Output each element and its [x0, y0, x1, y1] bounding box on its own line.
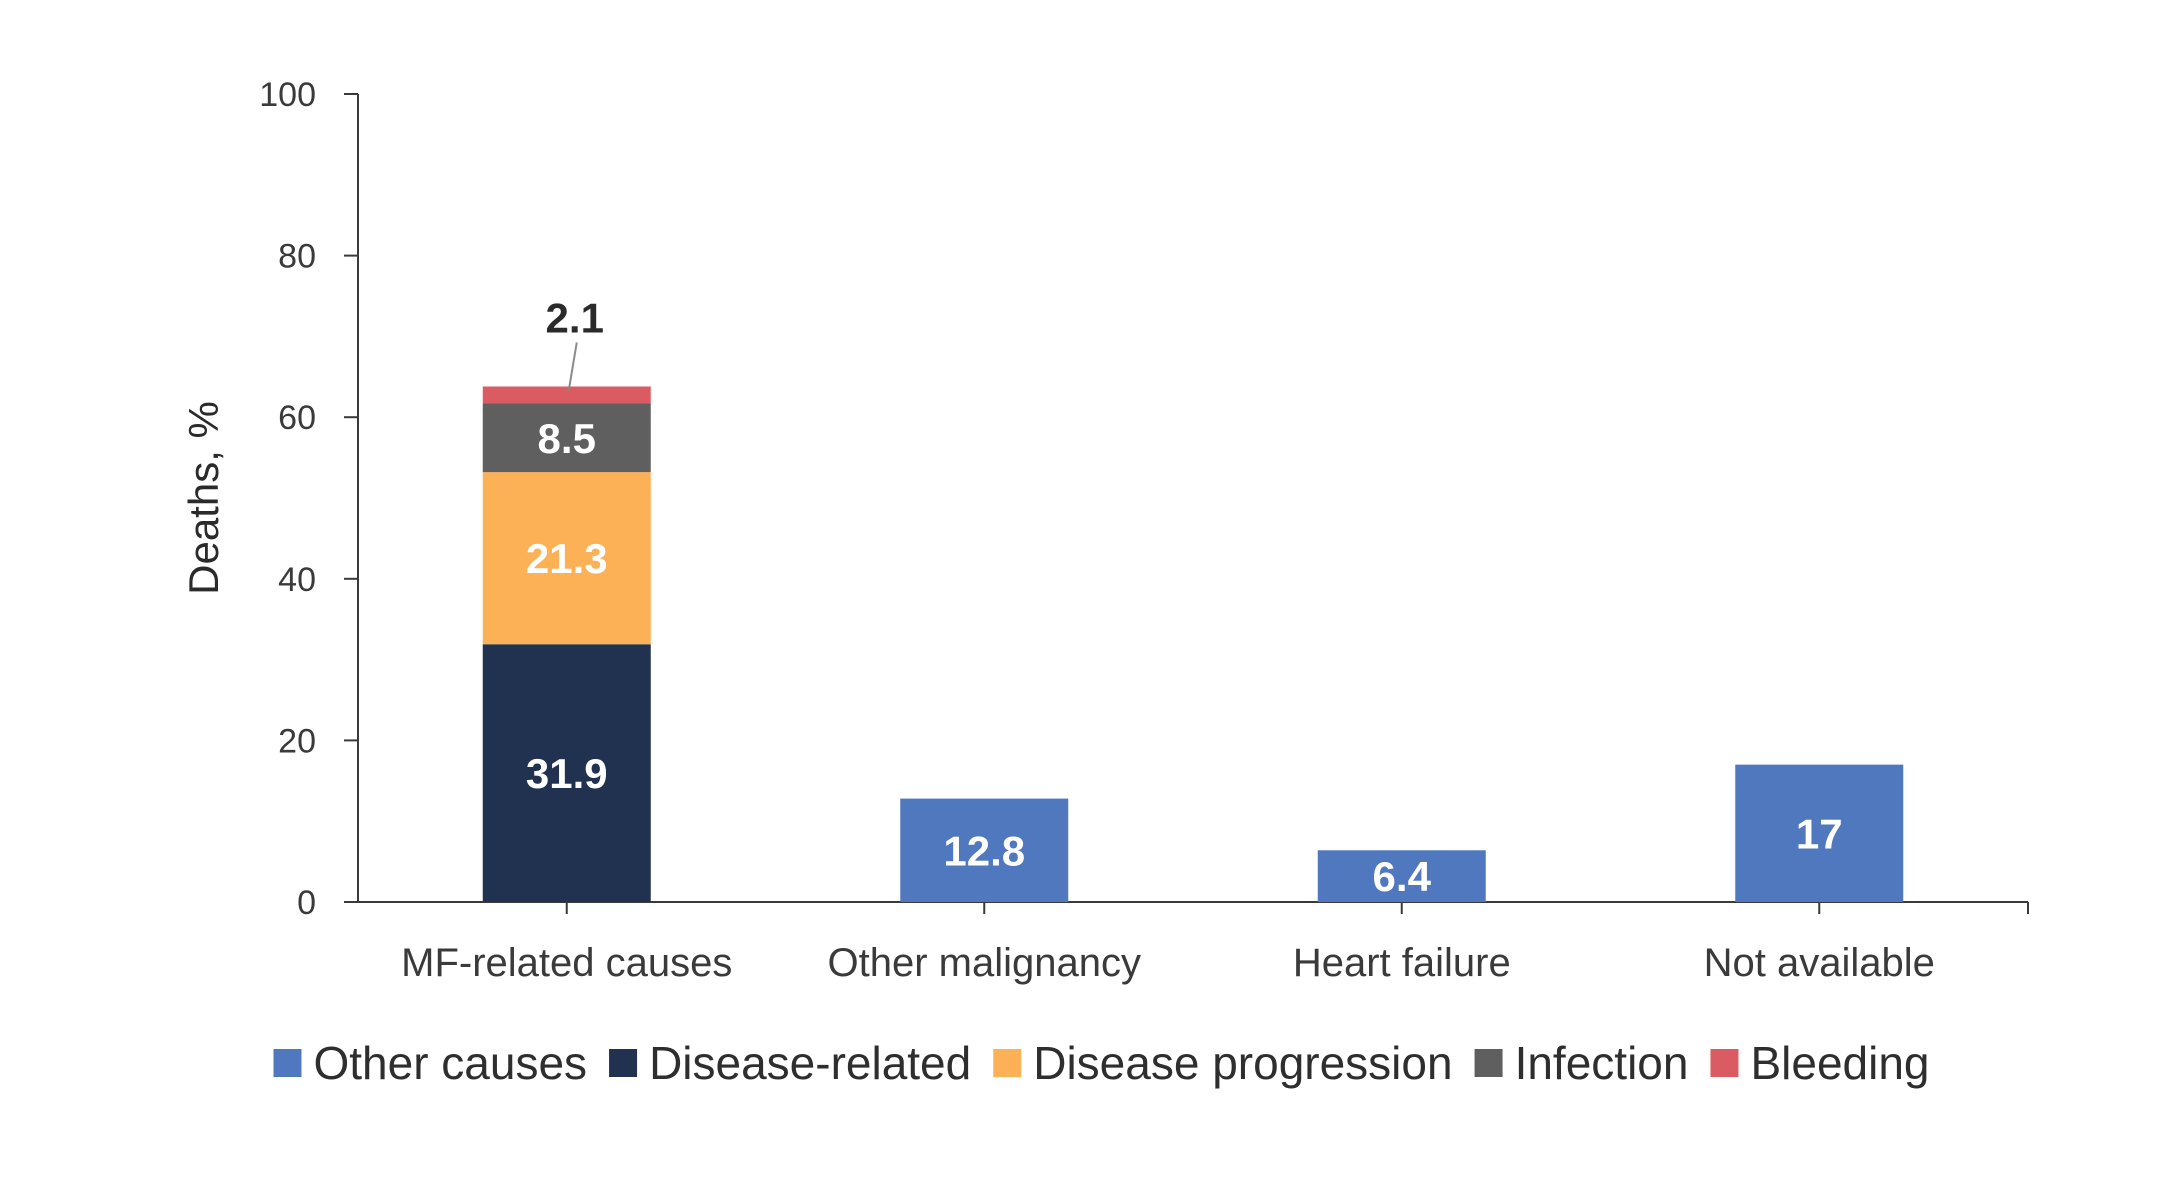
- legend-swatch: [1710, 1049, 1739, 1077]
- legend-label: Infection: [1515, 1037, 1689, 1089]
- y-tick-label: 0: [297, 884, 316, 922]
- bars: [482, 386, 1904, 902]
- bar-segment-other-causes: [1317, 850, 1486, 902]
- x-category-label: Heart failure: [1293, 941, 1511, 985]
- legend-label: Bleeding: [1750, 1037, 1929, 1089]
- y-tick-label: 80: [278, 238, 316, 276]
- legend-swatch: [1474, 1049, 1503, 1077]
- legend-label: Disease-related: [649, 1037, 971, 1089]
- x-axis: MF-related causes Other malignancy Heart f…: [358, 901, 2029, 985]
- x-category-label: Not available: [1704, 941, 1935, 985]
- legend-item: Bleeding: [1710, 1037, 1930, 1089]
- legend-swatch: [609, 1049, 638, 1077]
- data-label: 17: [1796, 810, 1843, 857]
- data-labels: 12.8 6.4 17 31.9 21.3 8.5 2.1: [526, 294, 1843, 900]
- data-label: 2.1: [546, 294, 604, 341]
- bar-segment-bleeding: [482, 386, 651, 404]
- legend-label: Other causes: [313, 1037, 587, 1089]
- y-tick-label: 40: [278, 561, 316, 599]
- legend-label: Disease progression: [1033, 1037, 1452, 1089]
- y-tick-label: 20: [278, 722, 316, 760]
- legend-item: Other causes: [273, 1037, 587, 1089]
- data-label: 31.9: [526, 750, 608, 797]
- bar-segment-infection: [482, 403, 651, 473]
- legend: Other causes Disease-related Disease progr…: [273, 1037, 1930, 1089]
- data-label: 21.3: [526, 535, 608, 582]
- data-label: 12.8: [943, 827, 1025, 874]
- y-tick-label: 100: [259, 76, 316, 114]
- legend-swatch: [993, 1049, 1022, 1077]
- bar-segment-disease-related: [482, 644, 651, 902]
- x-category-label: MF-related causes: [401, 941, 732, 985]
- data-label: 8.5: [538, 415, 596, 462]
- data-label: 6.4: [1373, 853, 1432, 900]
- bar-segment-disease-progression: [482, 472, 651, 645]
- y-tick-label: 60: [278, 399, 316, 437]
- y-axis: 0 20 40 60 80 100: [259, 76, 359, 922]
- legend-item: Disease progression: [993, 1037, 1453, 1089]
- bar-segment-other-causes: [900, 798, 1069, 902]
- legend-swatch: [273, 1049, 302, 1077]
- legend-item: Disease-related: [609, 1037, 971, 1089]
- leader-line: [567, 342, 578, 391]
- x-category-label: Other malignancy: [828, 941, 1141, 985]
- legend-item: Infection: [1474, 1037, 1689, 1089]
- y-axis-title: Deaths, %: [180, 401, 227, 595]
- bar-segment-other-causes: [1735, 764, 1904, 902]
